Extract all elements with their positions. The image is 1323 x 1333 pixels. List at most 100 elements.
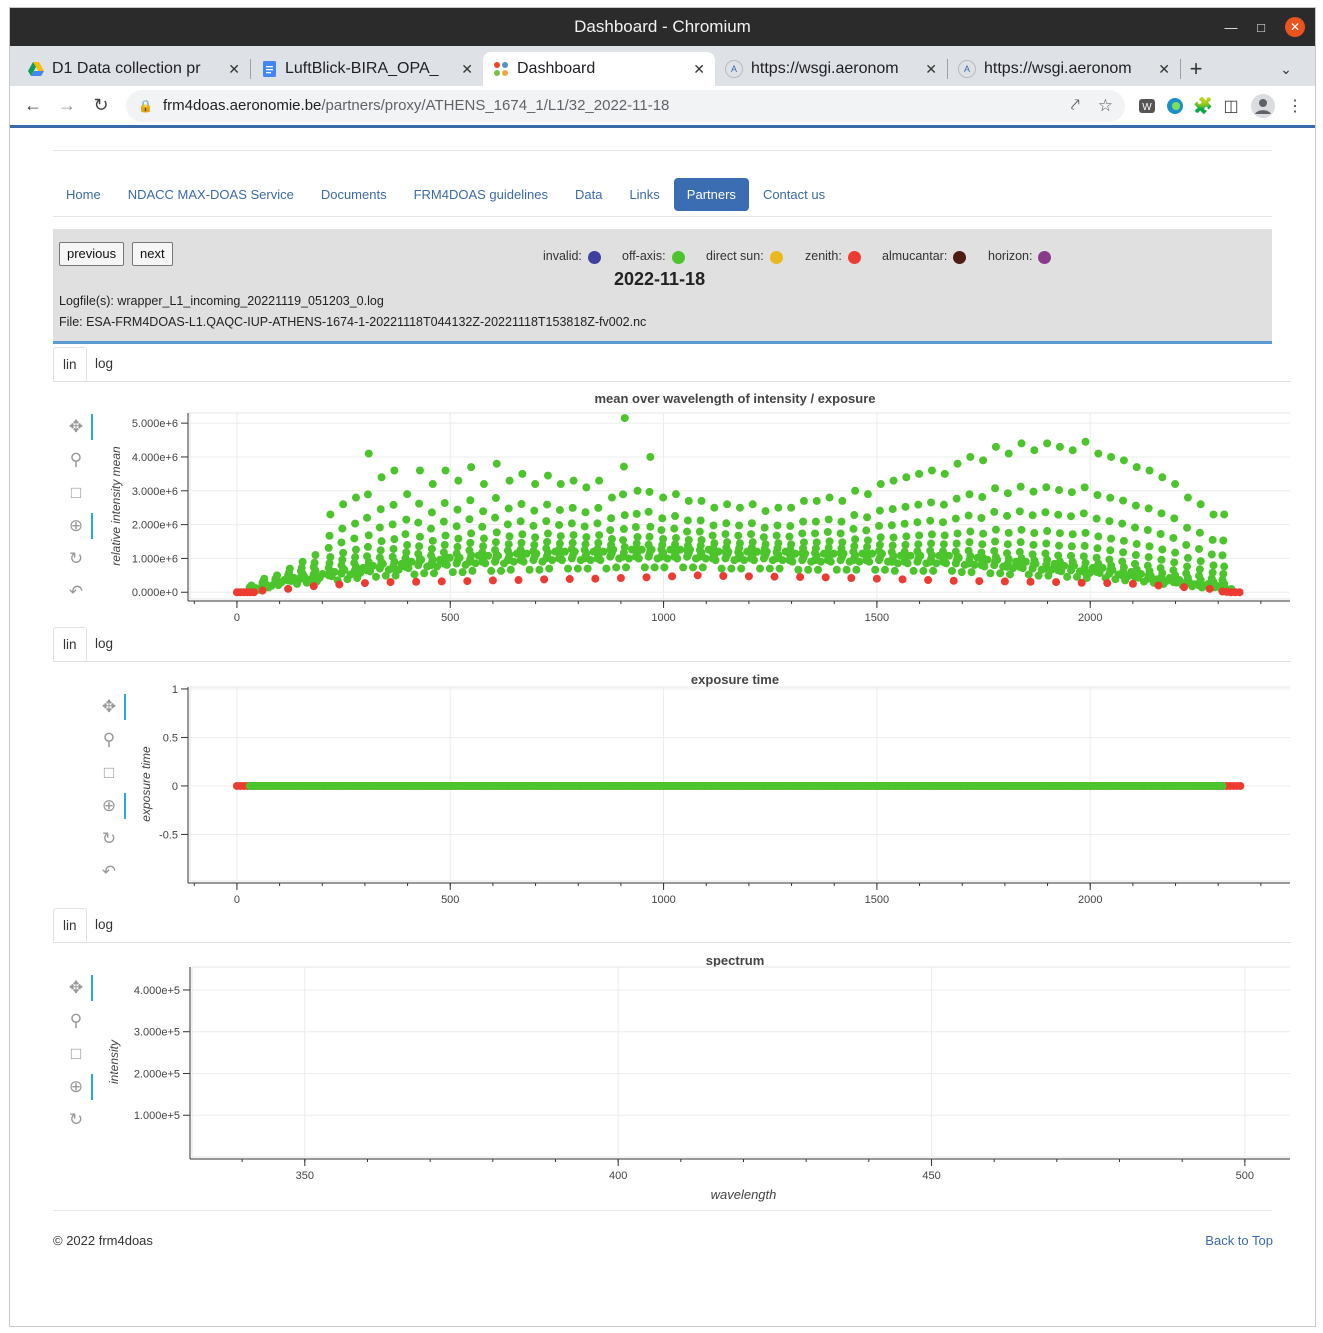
browser-tab[interactable]: A https://wsgi.aeronom ✕ (715, 52, 947, 86)
off-axis-point (1063, 572, 1072, 581)
reset-icon[interactable]: ↻ (101, 829, 117, 848)
address-bar[interactable]: 🔒 frm4doas.aeronomie.be/partners/proxy/A… (126, 89, 1125, 122)
puzzle-icon[interactable]: 🧩 (1193, 97, 1213, 115)
profile-avatar-icon[interactable] (1249, 92, 1277, 120)
box-zoom-icon[interactable]: □ (70, 1044, 82, 1063)
off-axis-point (467, 463, 476, 472)
wheel-zoom-icon[interactable]: ⚲ (69, 450, 83, 469)
browser-tab[interactable]: D1 Data collection pr ✕ (18, 52, 250, 86)
close-tab-icon[interactable]: ✕ (925, 60, 937, 77)
off-axis-point (889, 476, 898, 485)
back-to-top-link[interactable]: Back to Top (1205, 1233, 1273, 1248)
pan-tool-icon[interactable]: ✥ (96, 692, 126, 722)
off-axis-point (454, 476, 463, 485)
nav-home[interactable]: Home (66, 187, 101, 202)
off-axis-point (633, 486, 642, 495)
off-axis-point (967, 568, 976, 577)
off-axis-point (875, 540, 884, 549)
nav-ndacc[interactable]: NDACC MAX-DOAS Service (127, 187, 294, 202)
off-axis-point (865, 557, 874, 566)
log-option[interactable]: log (95, 917, 114, 932)
minimize-icon[interactable]: — (1224, 19, 1238, 35)
reset-icon[interactable]: ↻ (68, 1110, 84, 1129)
off-axis-point (1024, 570, 1033, 579)
nav-data[interactable]: Data (574, 187, 603, 202)
off-axis-point (478, 548, 487, 557)
off-axis-point (503, 546, 512, 555)
close-tab-icon[interactable]: ✕ (1158, 60, 1170, 77)
reset-icon[interactable]: ↻ (68, 549, 84, 568)
spectrum-plot[interactable]: 350 400 450 500 1.000e+5 2.000e+5 3.000e+5 4.00… (90, 963, 1290, 1203)
off-axis-point (1030, 446, 1039, 455)
extension-icon[interactable]: W (1133, 92, 1161, 120)
zoom-in-icon[interactable]: ⊕ (63, 1072, 93, 1102)
y-tick-label: 1 (172, 684, 178, 696)
off-axis-point (799, 538, 808, 547)
off-axis-point (529, 521, 538, 530)
box-zoom-icon[interactable]: □ (70, 483, 82, 502)
nav-documents[interactable]: Documents (320, 187, 387, 202)
close-tab-icon[interactable]: ✕ (228, 60, 240, 77)
log-option[interactable]: log (95, 356, 114, 371)
pan-tool-icon[interactable]: ✥ (63, 973, 93, 1003)
maximize-icon[interactable]: □ (1257, 19, 1265, 35)
zoom-in-icon[interactable]: ⊕ (96, 791, 126, 821)
off-axis-point (570, 547, 579, 556)
off-axis-point (1031, 559, 1040, 568)
reload-icon[interactable]: ↻ (93, 95, 109, 115)
close-tab-icon[interactable]: ✕ (693, 60, 705, 77)
y-tick-label: 2.000e+6 (132, 520, 178, 532)
pan-tool-icon[interactable]: ✥ (63, 412, 93, 442)
exposure-plot[interactable]: 0 500 1000 1500 2000 -0.5 0 0.5 1 exposure time (90, 683, 1290, 908)
intensity-plot[interactable]: 0 500 1000 1500 2000 0.000e+0 1.000e+6 2.000e+6… (90, 403, 1290, 628)
off-axis-point (1067, 512, 1076, 521)
off-axis-point (1208, 535, 1217, 544)
nav-contact[interactable]: Contact us (762, 187, 826, 202)
nav-links[interactable]: Links (629, 187, 660, 202)
off-axis-point (748, 538, 757, 547)
off-axis-point (1081, 558, 1090, 567)
back-icon[interactable]: ← (24, 95, 42, 115)
off-axis-point (977, 548, 986, 557)
previous-button[interactable]: previous (59, 242, 125, 266)
edge-extension-icon[interactable] (1161, 92, 1189, 120)
bookmark-star-icon[interactable]: ☆ (1097, 95, 1113, 115)
off-axis-point (991, 525, 1000, 534)
wheel-zoom-icon[interactable]: ⚲ (102, 730, 116, 749)
off-axis-point (970, 560, 979, 569)
lin-option[interactable]: lin (53, 908, 87, 942)
browser-tab-active[interactable]: Dashboard ✕ (483, 52, 715, 86)
off-axis-point (338, 524, 347, 533)
side-panel-icon[interactable]: ◫ (1223, 97, 1239, 115)
close-window-icon[interactable]: ✕ (1285, 17, 1305, 37)
off-axis-point (673, 554, 682, 563)
box-zoom-icon[interactable]: □ (103, 763, 115, 782)
zenith-point (847, 574, 856, 583)
wheel-zoom-icon[interactable]: ⚲ (69, 1011, 83, 1030)
x-tick-label: 0 (234, 612, 240, 624)
menu-dots-icon[interactable]: ⋮ (1287, 97, 1303, 115)
off-axis-point (645, 532, 654, 541)
undo-icon[interactable]: ↶ (68, 582, 84, 601)
off-axis-point (619, 462, 628, 471)
off-axis-point (440, 540, 449, 549)
tab-search-icon[interactable]: ⌄ (1280, 60, 1292, 77)
off-axis-point (548, 556, 557, 565)
new-tab-button[interactable]: + (1189, 56, 1203, 81)
share-icon[interactable]: ⤤ (1070, 96, 1080, 114)
zoom-in-icon[interactable]: ⊕ (63, 511, 93, 541)
forward-icon[interactable]: → (58, 95, 76, 115)
off-axis-point (825, 537, 834, 546)
undo-icon[interactable]: ↶ (101, 862, 117, 881)
browser-tab[interactable]: LuftBlick-BIRA_OPA_ ✕ (251, 52, 483, 86)
off-axis-point (909, 566, 918, 575)
next-button[interactable]: next (132, 242, 173, 266)
y-tick-label: 5.000e+6 (132, 418, 178, 430)
nav-partners[interactable]: Partners (673, 178, 749, 211)
close-tab-icon[interactable]: ✕ (461, 60, 473, 77)
lin-option[interactable]: lin (53, 627, 87, 661)
log-option[interactable]: log (95, 636, 114, 651)
nav-guidelines[interactable]: FRM4DOAS guidelines (413, 187, 548, 202)
browser-tab[interactable]: A https://wsgi.aeronom ✕ (948, 52, 1180, 86)
lin-option[interactable]: lin (53, 347, 87, 381)
